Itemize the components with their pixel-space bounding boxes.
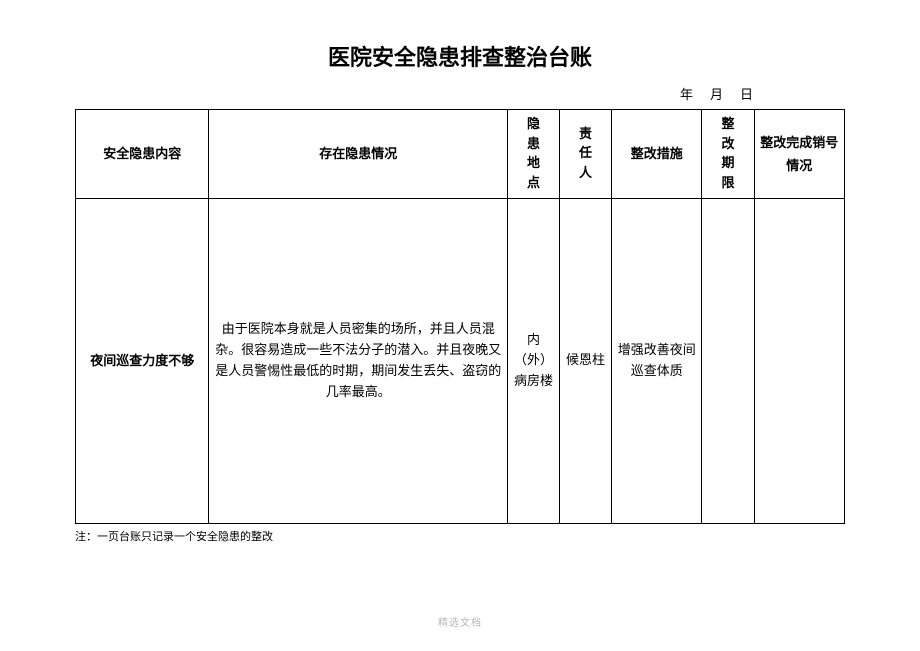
col-header-location: 隐患地点 — [507, 110, 559, 199]
table-header-row: 安全隐患内容 存在隐患情况 隐患地点 责任人 整改措施 整改期限 整改完成销号情… — [76, 110, 845, 199]
document-title: 医院安全隐患排查整治台账 — [75, 40, 845, 72]
cell-person: 候恩柱 — [560, 198, 612, 523]
cell-content: 夜间巡查力度不够 — [76, 198, 209, 523]
col-header-person: 责任人 — [560, 110, 612, 199]
col-header-content: 安全隐患内容 — [76, 110, 209, 199]
col-header-deadline: 整改期限 — [702, 110, 754, 199]
col-header-situation: 存在隐患情况 — [209, 110, 508, 199]
col-header-measure: 整改措施 — [612, 110, 702, 199]
col-header-completion: 整改完成销号情况 — [754, 110, 845, 199]
cell-completion — [754, 198, 845, 523]
footnote: 注：一页台账只记录一个安全隐患的整改 — [75, 528, 845, 544]
footer-watermark: 精选文档 — [0, 614, 920, 629]
cell-deadline — [702, 198, 754, 523]
cell-situation: 由于医院本身就是人员密集的场所，并且人员混杂。很容易造成一些不法分子的潜入。并且… — [209, 198, 508, 523]
cell-measure: 增强改善夜间巡查体质 — [612, 198, 702, 523]
date-line: 年 月 日 — [75, 84, 845, 103]
ledger-table: 安全隐患内容 存在隐患情况 隐患地点 责任人 整改措施 整改期限 整改完成销号情… — [75, 109, 845, 524]
table-row: 夜间巡查力度不够 由于医院本身就是人员密集的场所，并且人员混杂。很容易造成一些不… — [76, 198, 845, 523]
cell-location: 内（外）病房楼 — [507, 198, 559, 523]
